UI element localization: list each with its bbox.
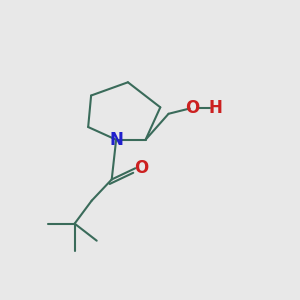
Text: N: N xyxy=(109,131,123,149)
Text: H: H xyxy=(208,100,222,118)
Text: O: O xyxy=(134,159,148,177)
Text: O: O xyxy=(186,100,200,118)
